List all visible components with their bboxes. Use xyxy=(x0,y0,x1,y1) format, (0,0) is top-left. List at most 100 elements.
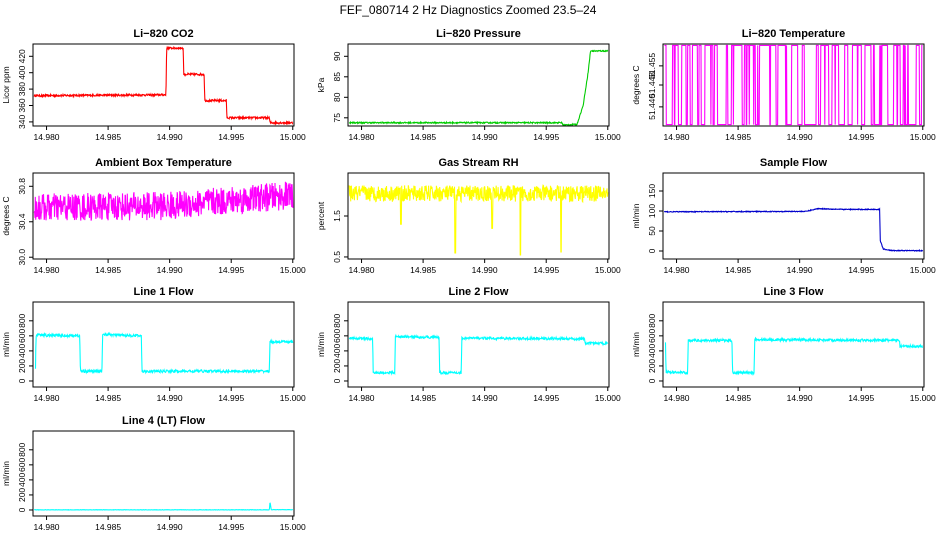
y-tick-label: 0 xyxy=(17,507,27,512)
y-tick-label: 800 xyxy=(647,313,657,327)
y-tick-label: 0 xyxy=(17,378,27,383)
x-tick-label: 14.995 xyxy=(533,393,559,403)
x-tick-label: 14.990 xyxy=(157,132,183,142)
y-tick-label: 800 xyxy=(17,442,27,456)
chart-title: Li−820 Pressure xyxy=(436,28,521,40)
plot-frame xyxy=(662,43,925,127)
x-tick-label: 14.995 xyxy=(218,522,244,532)
y-axis-label: kPa xyxy=(316,77,326,92)
plot-frame xyxy=(662,172,925,260)
x-tick-label: 14.985 xyxy=(95,132,121,142)
series-line-sample xyxy=(663,207,924,253)
x-tick-label: 15.000 xyxy=(280,132,306,142)
x-tick-label: 14.980 xyxy=(349,265,375,275)
x-tick-label: 15.000 xyxy=(280,522,306,532)
x-tick-label: 14.995 xyxy=(218,393,244,403)
y-tick-label: 30.0 xyxy=(17,249,27,266)
y-tick-label: 1.5 xyxy=(332,210,342,222)
x-tick-label: 14.990 xyxy=(472,132,498,142)
x-tick-label: 14.985 xyxy=(410,393,436,403)
chart-p10: Line 4 (LT) Flow ml/min 14.980 14.985 14.990… xyxy=(1,415,306,532)
x-tick-label: 14.980 xyxy=(34,522,60,532)
y-tick-label: 51.455 xyxy=(647,53,657,79)
plot-frame xyxy=(662,301,925,388)
x-tick-label: 15.000 xyxy=(280,265,306,275)
y-tick-label: 0 xyxy=(332,378,342,383)
y-tick-label: 75 xyxy=(332,113,342,123)
y-tick-label: 600 xyxy=(647,328,657,342)
y-tick-label: 400 xyxy=(332,344,342,358)
x-tick-label: 14.995 xyxy=(533,265,559,275)
chart-p4: Ambient Box Temperature degrees C 14.980 14… xyxy=(1,157,306,275)
x-tick-label: 14.980 xyxy=(34,393,60,403)
chart-p3: Li−820 Temperature degrees C 14.980 14.985 1… xyxy=(631,28,936,142)
y-tick-label: 600 xyxy=(17,457,27,471)
y-axis-label: percent xyxy=(316,201,326,230)
y-tick-label: 200 xyxy=(647,359,657,373)
x-tick-label: 15.000 xyxy=(280,393,306,403)
y-tick-label: 600 xyxy=(17,328,27,342)
x-tick-label: 14.985 xyxy=(410,265,436,275)
x-tick-label: 15.000 xyxy=(595,132,621,142)
x-tick-label: 14.990 xyxy=(787,132,813,142)
series-line-line3 xyxy=(664,336,924,376)
x-tick-label: 14.980 xyxy=(349,393,375,403)
chart-p2: Li−820 Pressure kPa 14.980 14.985 14.990 14.9… xyxy=(316,28,621,142)
y-tick-label: 400 xyxy=(17,344,27,358)
chart-title: Gas Stream RH xyxy=(438,157,518,169)
y-axis-label: Licor ppm xyxy=(1,66,11,103)
x-tick-label: 14.995 xyxy=(848,132,874,142)
y-tick-label: 0 xyxy=(647,378,657,383)
y-tick-label: 50 xyxy=(647,226,657,236)
x-tick-label: 14.980 xyxy=(664,132,690,142)
x-tick-label: 14.990 xyxy=(787,393,813,403)
chart-title: Line 3 Flow xyxy=(764,286,824,298)
y-axis-label: degrees C xyxy=(631,65,641,104)
x-tick-label: 14.990 xyxy=(472,393,498,403)
y-tick-label: 80 xyxy=(332,92,342,102)
plot-frame xyxy=(32,172,295,260)
series-line-pressure xyxy=(348,49,609,126)
figure-title: FEF_080714 2 Hz Diagnostics Zoomed 23.5–… xyxy=(340,3,597,17)
x-tick-label: 15.000 xyxy=(910,132,936,142)
plot-frame xyxy=(32,301,295,388)
y-axis-label: ml/min xyxy=(1,461,11,486)
y-tick-label: 150 xyxy=(647,184,657,198)
y-axis-label: ml/min xyxy=(631,332,641,357)
x-tick-label: 14.985 xyxy=(410,132,436,142)
y-tick-label: 360 xyxy=(17,98,27,112)
chart-p1: Li−820 CO2 Licor ppm 14.980 14.985 14.990 14.… xyxy=(1,28,306,142)
series-line-line1 xyxy=(34,331,294,375)
plot-frame xyxy=(32,430,295,517)
x-tick-label: 14.980 xyxy=(664,393,690,403)
x-tick-label: 14.990 xyxy=(157,393,183,403)
x-tick-label: 15.000 xyxy=(595,393,621,403)
x-tick-label: 14.990 xyxy=(157,265,183,275)
y-tick-label: 51.440 xyxy=(647,94,657,120)
y-tick-label: 0 xyxy=(647,248,657,253)
x-tick-label: 14.995 xyxy=(848,393,874,403)
chart-p8: Line 2 Flow ml/min 14.980 14.985 14.990 14.99… xyxy=(316,286,621,403)
chart-title: Li−820 Temperature xyxy=(742,28,845,40)
y-axis-label: ml/min xyxy=(1,332,11,357)
y-tick-label: 51.448 xyxy=(647,72,657,98)
series-line-rh xyxy=(348,184,609,256)
y-tick-label: 30.8 xyxy=(17,178,27,195)
x-tick-label: 14.995 xyxy=(218,132,244,142)
x-tick-label: 15.000 xyxy=(910,265,936,275)
x-tick-label: 14.985 xyxy=(95,265,121,275)
plot-frame xyxy=(347,43,610,127)
chart-p9: Line 3 Flow ml/min 14.980 14.985 14.990 14.99… xyxy=(631,286,936,403)
y-tick-label: 400 xyxy=(17,65,27,79)
series-line-temperature xyxy=(664,44,923,126)
chart-title: Ambient Box Temperature xyxy=(95,157,232,169)
y-tick-label: 200 xyxy=(17,359,27,373)
y-axis-label: ml/min xyxy=(631,203,641,228)
x-tick-label: 14.990 xyxy=(157,522,183,532)
y-tick-label: 380 xyxy=(17,82,27,96)
y-tick-label: 85 xyxy=(332,72,342,82)
x-tick-label: 14.980 xyxy=(34,265,60,275)
x-tick-label: 14.995 xyxy=(848,265,874,275)
chart-p7: Line 1 Flow ml/min 14.980 14.985 14.990 14.99… xyxy=(1,286,306,403)
